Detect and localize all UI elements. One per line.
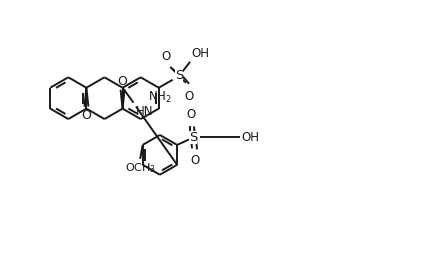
Text: OH: OH	[241, 131, 259, 144]
Text: O: O	[191, 154, 200, 167]
Text: HN: HN	[135, 105, 153, 118]
Text: S: S	[189, 131, 197, 144]
Text: O: O	[184, 90, 194, 103]
Text: S: S	[175, 69, 184, 82]
Text: OCH$_3$: OCH$_3$	[124, 161, 156, 175]
Text: O: O	[162, 50, 171, 63]
Text: O: O	[118, 75, 127, 88]
Text: NH$_2$: NH$_2$	[148, 90, 172, 105]
Text: O: O	[187, 108, 196, 120]
Text: OH: OH	[191, 47, 209, 60]
Text: O: O	[81, 109, 92, 122]
